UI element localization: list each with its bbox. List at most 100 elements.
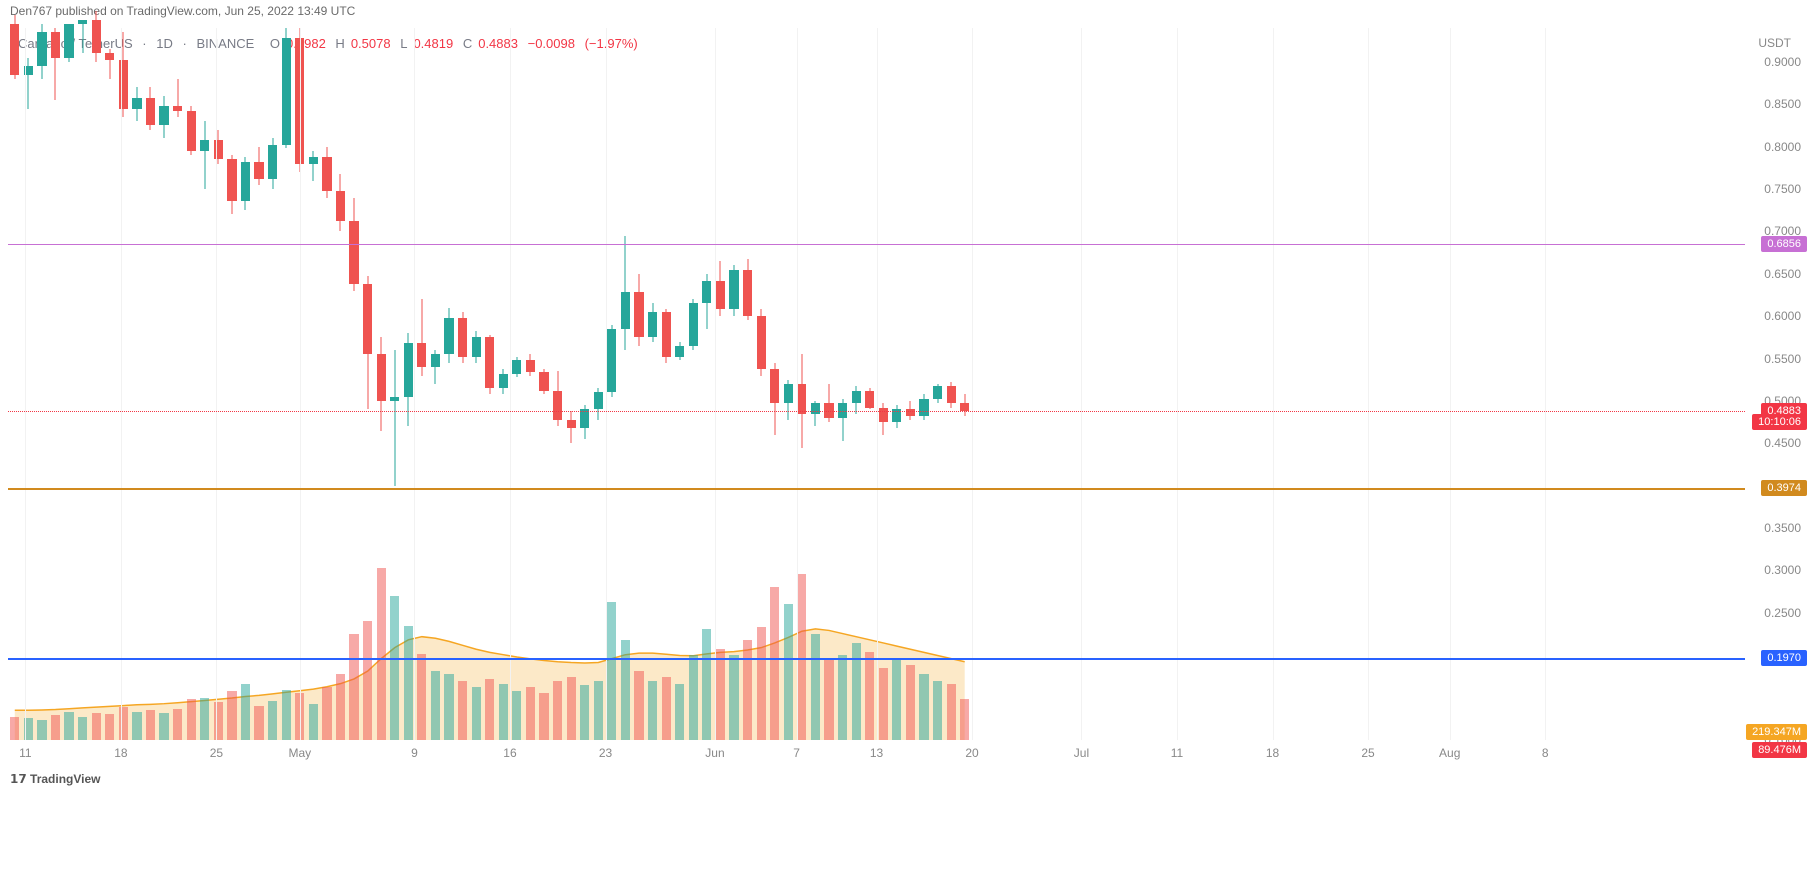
volume-bar xyxy=(553,681,562,740)
time-tick: Aug xyxy=(1439,746,1460,760)
volume-bar xyxy=(919,674,928,740)
price-tick: 0.3500 xyxy=(1764,521,1801,535)
time-tick: 7 xyxy=(793,746,800,760)
volume-bar xyxy=(906,665,915,740)
volume-bar xyxy=(865,652,874,740)
volume-bar xyxy=(770,587,779,740)
volume-bar xyxy=(621,640,630,740)
volume-bar xyxy=(757,627,766,740)
price-tick: 0.6500 xyxy=(1764,267,1801,281)
price-tick: 0.5500 xyxy=(1764,352,1801,366)
volume-bar xyxy=(390,596,399,740)
volume-bar xyxy=(662,677,671,740)
volume-bar xyxy=(580,685,589,740)
volume-bar xyxy=(472,687,481,740)
volume-bar xyxy=(512,691,521,740)
volume-bar xyxy=(675,684,684,740)
time-tick: 9 xyxy=(411,746,418,760)
time-tick: Jun xyxy=(705,746,724,760)
volume-bar xyxy=(282,690,291,740)
volume-bar xyxy=(729,655,738,740)
time-tick: 13 xyxy=(870,746,883,760)
price-tick: 0.4500 xyxy=(1764,436,1801,450)
time-tick: 11 xyxy=(19,746,31,760)
time-axis: 11 18 25 May 9 16 23 Jun 7 13 20 Jul 11 18 25 Aug 8 xyxy=(8,746,1745,766)
volume-bar xyxy=(960,699,969,740)
volume-bar xyxy=(268,701,277,740)
volume-bar xyxy=(37,720,46,740)
time-tick: 18 xyxy=(1266,746,1279,760)
volume-bar xyxy=(64,712,73,740)
volume-bar xyxy=(824,659,833,740)
price-tick: 0.3000 xyxy=(1764,563,1801,577)
volume-bar xyxy=(187,699,196,740)
volume-bar xyxy=(173,709,182,740)
volume-bar xyxy=(648,681,657,740)
volume-bar xyxy=(702,629,711,740)
volume-bar xyxy=(567,677,576,740)
last-price-line xyxy=(8,411,1745,412)
time-tick: 25 xyxy=(210,746,223,760)
volume-bar xyxy=(743,640,752,740)
horizontal-line[interactable] xyxy=(8,488,1745,490)
price-tick: 0.2500 xyxy=(1764,606,1801,620)
publish-header: Den767 published on TradingView.com, Jun… xyxy=(10,4,355,18)
price-axis: 0.90000.85000.80000.75000.70000.65000.60… xyxy=(1747,28,1807,740)
time-tick: 8 xyxy=(1542,746,1549,760)
volume-bar xyxy=(431,671,440,740)
volume-bar xyxy=(879,668,888,740)
volume-bar xyxy=(214,702,223,740)
price-tick: 0.7500 xyxy=(1764,182,1801,196)
time-tick: 25 xyxy=(1361,746,1374,760)
volume-bar xyxy=(254,706,263,740)
volume-bar xyxy=(607,602,616,740)
volume-bar xyxy=(444,674,453,740)
time-tick: 23 xyxy=(599,746,612,760)
volume-bar xyxy=(947,684,956,740)
volume-bar xyxy=(784,604,793,740)
volume-label-box: 89.476M xyxy=(1752,742,1807,758)
volume-bar xyxy=(417,654,426,740)
price-tick: 0.9000 xyxy=(1764,55,1801,69)
price-label-box: 0.6856 xyxy=(1761,236,1807,252)
price-tick: 0.8000 xyxy=(1764,140,1801,154)
time-tick: 11 xyxy=(1171,746,1183,760)
volume-bar xyxy=(51,715,60,740)
volume-bar xyxy=(539,693,548,740)
volume-bar xyxy=(499,684,508,740)
price-label-box: 10:10:06 xyxy=(1752,414,1807,430)
volume-bar xyxy=(485,679,494,740)
volume-bar xyxy=(241,684,250,740)
volume-bar xyxy=(132,712,141,740)
volume-bar xyxy=(322,687,331,740)
volume-bar xyxy=(377,568,386,740)
time-tick: Jul xyxy=(1074,746,1089,760)
volume-bar xyxy=(689,655,698,740)
volume-bar xyxy=(716,649,725,740)
time-tick: 18 xyxy=(114,746,127,760)
time-tick: May xyxy=(288,746,311,760)
volume-bar xyxy=(811,634,820,740)
time-tick: 16 xyxy=(503,746,516,760)
volume-bar xyxy=(634,671,643,740)
time-tick: 20 xyxy=(965,746,978,760)
volume-bar xyxy=(404,626,413,740)
volume-bar xyxy=(309,704,318,740)
volume-bar xyxy=(78,717,87,740)
price-tick: 0.6000 xyxy=(1764,309,1801,323)
tradingview-watermark: 𝟭𝟳 TradingView xyxy=(10,772,101,786)
volume-bar xyxy=(159,713,168,740)
volume-bar xyxy=(458,681,467,740)
volume-bar xyxy=(594,681,603,740)
horizontal-line[interactable] xyxy=(8,658,1745,660)
volume-bar xyxy=(105,714,114,740)
volume-bar xyxy=(933,681,942,740)
price-tick: 0.8500 xyxy=(1764,97,1801,111)
volume-bar xyxy=(336,674,345,740)
volume-bar xyxy=(838,655,847,740)
volume-bar xyxy=(363,621,372,740)
price-label-box: 0.1970 xyxy=(1761,650,1807,666)
volume-bar xyxy=(526,687,535,740)
horizontal-line[interactable] xyxy=(8,244,1745,245)
volume-bar xyxy=(10,717,19,740)
